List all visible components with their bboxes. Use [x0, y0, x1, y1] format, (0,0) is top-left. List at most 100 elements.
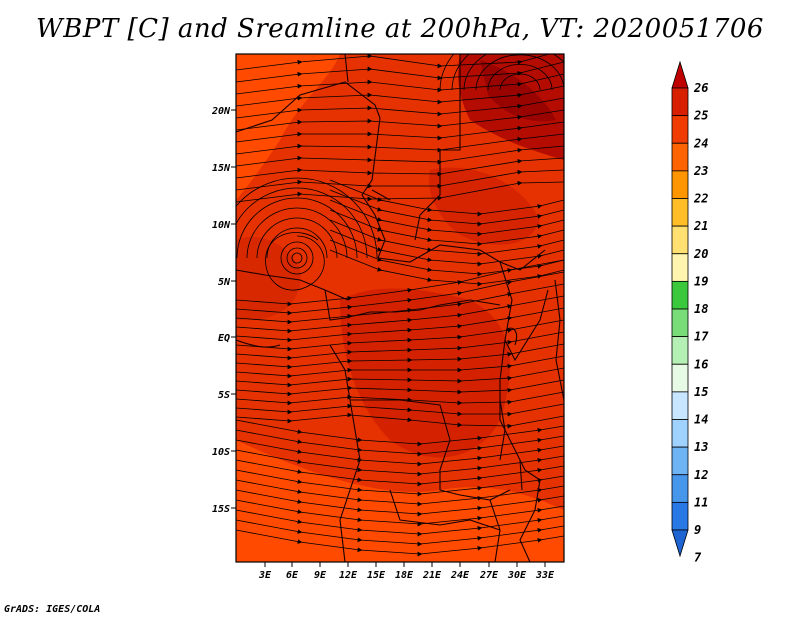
lat-label-15n: 15N — [212, 163, 231, 174]
lake-tanganyika — [499, 399, 506, 461]
border-nigeria — [236, 269, 349, 301]
streamline — [487, 64, 553, 91]
lat-label-10n: 10N — [212, 220, 231, 231]
lon-label-9e: 9E — [314, 570, 327, 581]
lat-label-10s: 10S — [212, 447, 230, 458]
lat-label-15s: 15S — [212, 504, 230, 515]
colorbar-label: 17 — [694, 330, 709, 344]
streamline — [236, 121, 564, 143]
border-mozambique — [519, 469, 541, 562]
lon-label-24e: 24E — [450, 570, 470, 581]
streamline — [475, 54, 564, 91]
streamline — [236, 529, 564, 557]
colorbar-label: 23 — [693, 164, 708, 178]
streamline — [236, 187, 368, 259]
streamline — [236, 412, 564, 429]
colorbar-top-arrow — [671, 60, 689, 89]
colorbar-label: 21 — [693, 219, 708, 233]
streamline — [256, 217, 338, 259]
streamline — [236, 61, 564, 83]
lon-label-3e: 3E — [258, 570, 272, 581]
streamline — [463, 54, 564, 91]
colorbar-box — [671, 419, 689, 448]
colorbar-box — [671, 253, 689, 282]
colorbar-box — [671, 87, 689, 117]
lon-label-33e: 33E — [535, 570, 555, 581]
colorbar-label: 9 — [694, 523, 701, 537]
colorbar-box — [671, 363, 689, 393]
colorbar-box — [671, 170, 689, 199]
lake-victoria — [505, 327, 518, 346]
colorbar-box — [671, 336, 689, 365]
border-sahara-1 — [236, 81, 381, 133]
lon-label-27e: 27E — [479, 570, 499, 581]
colorbar-label: 15 — [694, 385, 708, 399]
colorbar-label: 7 — [694, 551, 702, 565]
streamline — [499, 73, 541, 91]
colorbar-box — [671, 142, 689, 172]
streamline — [236, 109, 564, 131]
streamline — [236, 177, 378, 259]
border-angola-s — [339, 399, 361, 562]
lon-ticks — [264, 562, 546, 567]
lat-label-20n: 20N — [211, 106, 231, 117]
lat-label-5n: 5N — [218, 277, 231, 288]
border-zimbabwe — [489, 499, 501, 562]
latitude-axis: 20N 15N 10N 5N EQ 5S 10S 15S — [211, 106, 236, 515]
credit-text: GrADS: IGES/COLA — [4, 604, 101, 615]
streamline — [439, 54, 455, 91]
lat-label-5s: 5S — [218, 390, 230, 401]
wbpt-field — [236, 54, 564, 562]
border-congo — [344, 299, 501, 319]
longitude-axis: 3E 6E 9E 12E 15E 18E 21E 24E 27E 30E 33E — [258, 562, 555, 581]
colorbar-label: 20 — [693, 247, 708, 261]
border-car — [377, 244, 546, 271]
streamline — [236, 197, 358, 259]
streamline — [236, 367, 564, 388]
border-sudan — [414, 54, 461, 241]
border-angola-n — [329, 344, 451, 441]
streamline — [236, 54, 551, 71]
colorbar-box — [671, 225, 689, 255]
border-chad — [361, 117, 386, 259]
colorbar-label: 18 — [694, 302, 708, 316]
chart-title: WBPT [C] and Sreamline at 200hPa, VT: 20… — [36, 14, 764, 44]
colorbar-label: 16 — [694, 357, 708, 371]
border-uganda — [499, 261, 549, 362]
colorbar-box — [671, 308, 689, 338]
colorbar-box — [671, 501, 689, 531]
border-cameroon — [324, 289, 346, 321]
colorbar-label: 13 — [694, 440, 708, 454]
lake-malawi — [519, 459, 523, 491]
border-sahara-2 — [344, 54, 349, 83]
colorbar-label: 12 — [694, 468, 708, 482]
lake-chad — [371, 189, 391, 201]
colorbar-label: 24 — [693, 136, 708, 150]
streamline — [236, 73, 564, 95]
colorbar-bottom-arrow — [671, 529, 689, 558]
colorbar-box — [671, 391, 689, 420]
lat-ticks — [231, 109, 236, 509]
lon-label-6e: 6E — [286, 570, 299, 581]
streamline — [236, 391, 564, 406]
colorbar-label: 14 — [694, 413, 708, 427]
border-tanzania — [499, 339, 526, 471]
colorbar-label: 22 — [693, 192, 708, 206]
lon-label-15e: 15E — [367, 570, 386, 581]
lon-label-21e: 21E — [422, 570, 442, 581]
streamline — [236, 85, 564, 107]
streamline — [236, 379, 564, 397]
streamline — [236, 97, 564, 119]
colorbar-label: 11 — [694, 495, 708, 509]
border-zambia — [439, 439, 511, 501]
colorbar-box — [671, 115, 689, 144]
colorbar-label: 25 — [693, 109, 708, 123]
coast-east — [554, 279, 564, 401]
streamline — [246, 207, 348, 259]
colorbar-box — [671, 474, 689, 503]
colorbar: 26 25 24 23 22 21 20 19 18 17 16 15 14 13 12 11 9 7 — [671, 60, 709, 565]
field-warm-west — [236, 236, 301, 320]
vortex-west — [265, 232, 325, 291]
